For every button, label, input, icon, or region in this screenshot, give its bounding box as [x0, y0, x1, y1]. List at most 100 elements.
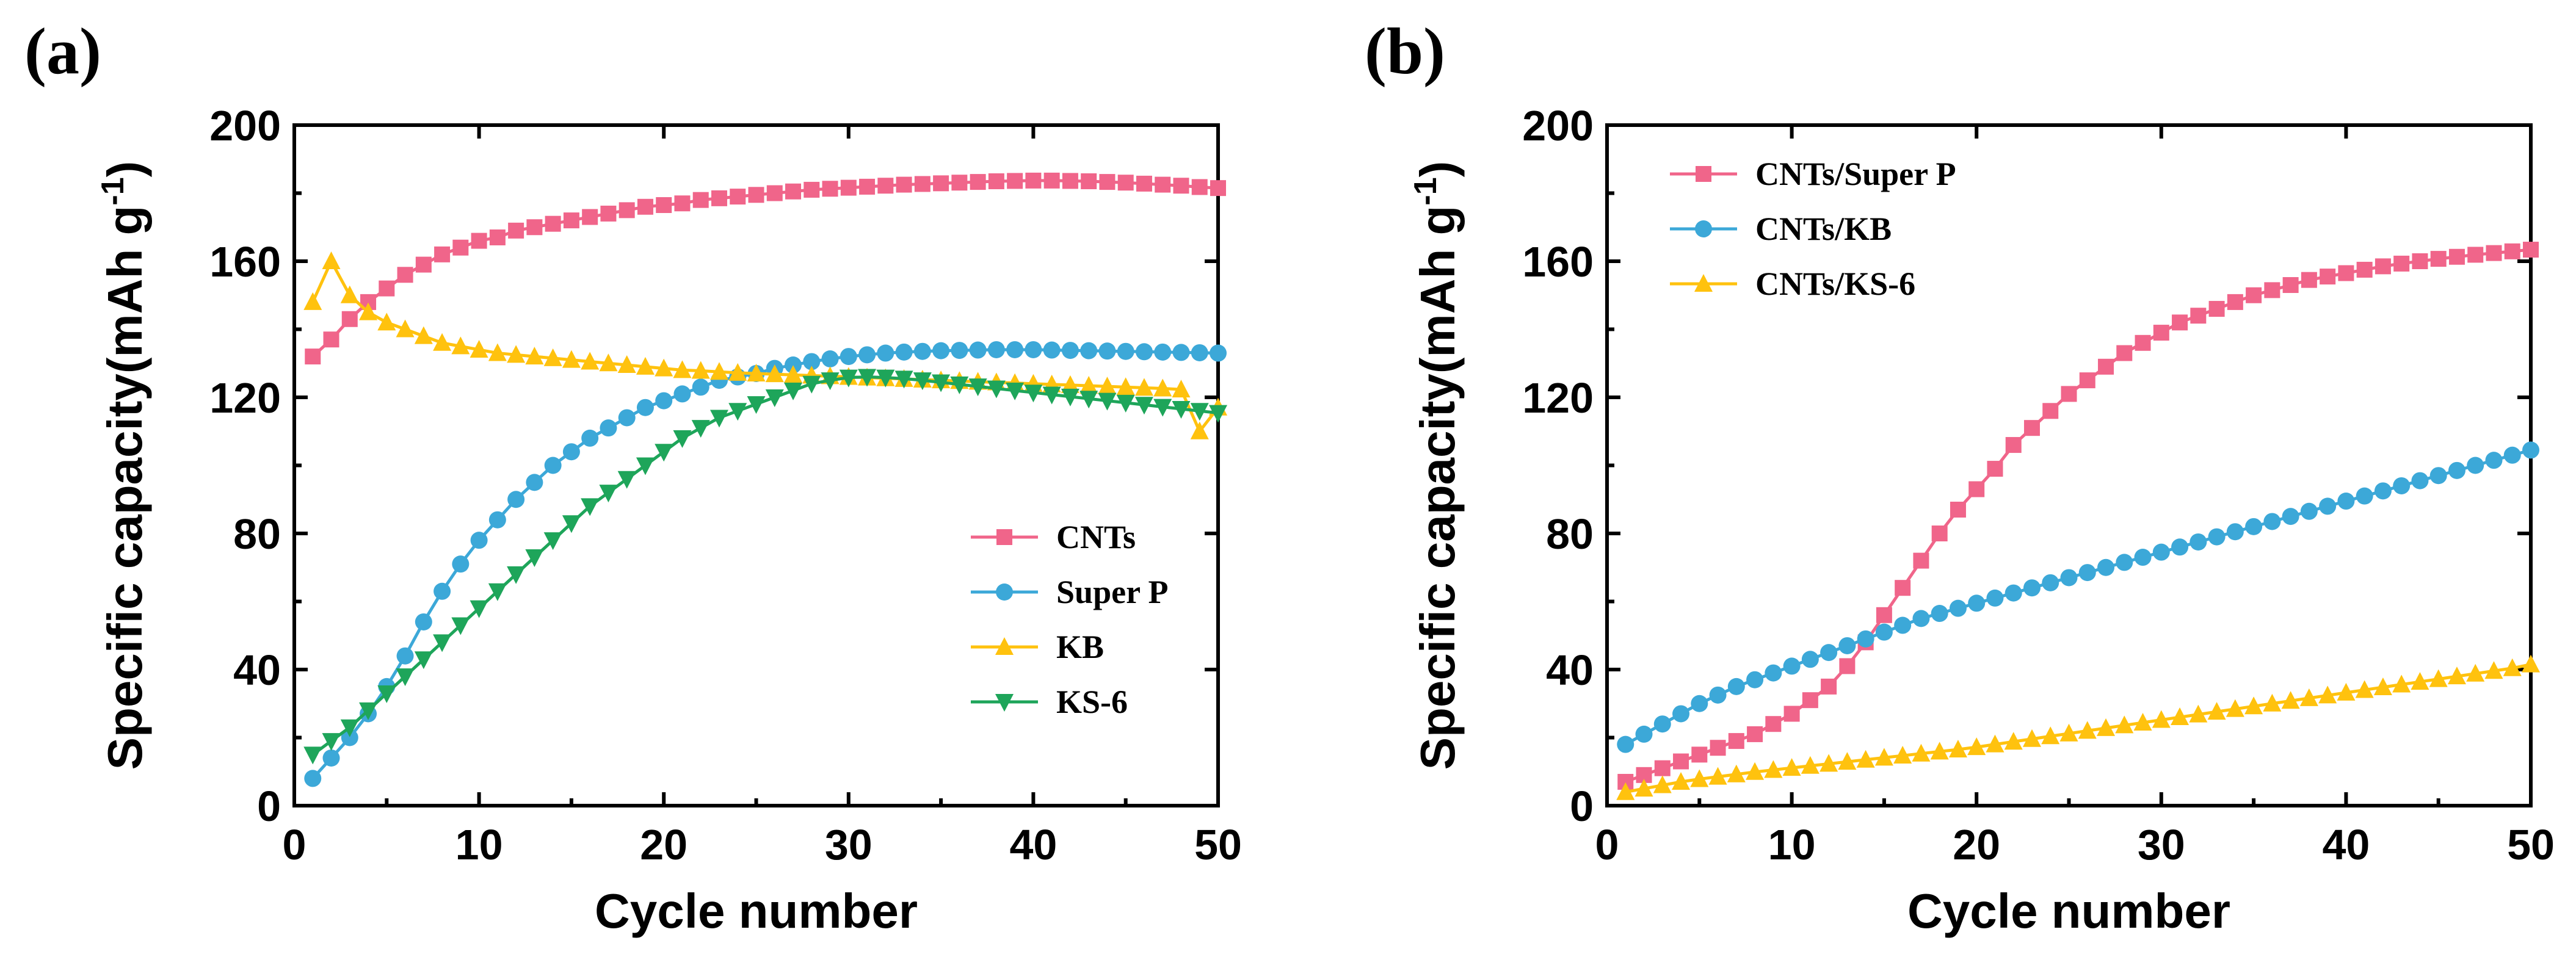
data-point — [2116, 345, 2133, 361]
data-point — [1912, 610, 1930, 627]
data-point — [470, 532, 488, 549]
y-axis-title-a: Specific capacity(mAh g-1) — [95, 161, 152, 770]
data-point — [415, 256, 432, 273]
data-point — [1746, 671, 1764, 688]
data-point — [1099, 174, 1116, 190]
data-point — [2467, 457, 2484, 474]
data-point — [673, 385, 691, 403]
data-point — [2061, 386, 2077, 402]
data-point — [1949, 599, 1967, 617]
y-tick-label: 80 — [233, 510, 281, 558]
data-point — [1930, 742, 1949, 760]
data-point — [2318, 685, 2337, 704]
data-point — [470, 600, 488, 618]
data-point — [821, 350, 839, 368]
data-point — [1895, 580, 1911, 596]
data-point — [434, 246, 451, 262]
data-point — [1801, 651, 1819, 668]
data-point — [305, 349, 321, 365]
data-point — [581, 429, 599, 447]
data-point — [600, 419, 617, 437]
x-tick-label: 40 — [1009, 821, 1057, 869]
data-point — [1007, 173, 1023, 189]
data-point — [562, 515, 581, 533]
data-point — [1617, 735, 1634, 753]
data-point — [2133, 712, 2152, 731]
data-point — [304, 770, 322, 787]
data-point — [2042, 574, 2059, 591]
data-point — [1154, 343, 1172, 361]
data-point — [600, 205, 617, 222]
data-point — [507, 491, 525, 508]
data-point — [1043, 172, 1060, 189]
data-point — [2005, 437, 2022, 453]
x-tick-label: 0 — [283, 821, 307, 869]
data-point — [785, 183, 802, 200]
data-point — [877, 344, 894, 362]
x-tick-label: 40 — [2322, 821, 2370, 869]
data-point — [673, 430, 692, 448]
y-tick-label: 200 — [1522, 102, 1594, 150]
data-point — [562, 350, 581, 368]
data-point — [656, 197, 672, 214]
x-ticks-a: 0 10 20 30 40 50 — [283, 125, 1242, 869]
x-ticks-b: 0 10 20 30 40 50 — [1595, 125, 2555, 869]
data-point — [1820, 754, 1838, 772]
data-point — [377, 312, 396, 331]
data-point — [1116, 377, 1135, 396]
data-point — [895, 343, 913, 361]
legend-label: Super P — [1056, 574, 1169, 610]
data-point — [2023, 420, 2040, 436]
data-point — [1690, 769, 1709, 787]
data-point — [617, 471, 636, 489]
data-point — [896, 176, 912, 193]
data-point — [2060, 569, 2078, 587]
data-point — [2282, 508, 2299, 526]
data-point — [489, 229, 506, 245]
data-point — [858, 346, 876, 364]
data-point — [2208, 301, 2225, 317]
data-point — [1673, 753, 1689, 770]
data-point — [2356, 487, 2373, 505]
data-point — [1653, 775, 1672, 793]
data-point — [340, 719, 359, 737]
data-point — [840, 348, 857, 366]
series-group-a — [303, 172, 1227, 787]
data-point — [2356, 261, 2373, 278]
data-point — [1708, 767, 1727, 785]
data-point — [1801, 756, 1820, 774]
data-point — [2484, 661, 2503, 679]
data-point — [2226, 523, 2244, 541]
data-point — [840, 179, 857, 196]
x-tick-label: 0 — [1595, 821, 1619, 869]
data-point — [2485, 452, 2503, 469]
legend-marker — [996, 529, 1012, 545]
data-point — [933, 175, 949, 192]
data-point — [1821, 678, 1837, 695]
data-point — [932, 342, 950, 359]
panel-label-b: (b) — [1365, 15, 1445, 88]
data-point — [2171, 707, 2190, 726]
legend-item: Super P — [971, 574, 1169, 610]
data-point — [377, 685, 396, 704]
data-point — [1210, 180, 1226, 197]
data-point — [2337, 682, 2356, 701]
data-point — [1025, 341, 1042, 358]
data-point — [2264, 282, 2280, 298]
data-point — [969, 341, 987, 359]
data-point — [1968, 481, 1985, 497]
data-point — [470, 339, 488, 358]
data-point — [636, 457, 655, 475]
data-point — [988, 173, 1004, 189]
data-point — [1709, 686, 1727, 704]
data-point — [2022, 729, 2041, 747]
data-point — [341, 311, 358, 327]
data-point — [397, 267, 413, 283]
data-point — [508, 222, 524, 239]
data-point — [2429, 669, 2448, 687]
data-point — [341, 729, 358, 746]
data-point — [562, 443, 580, 461]
data-point — [1691, 695, 1708, 712]
data-point — [1006, 341, 1024, 358]
data-point — [2522, 654, 2540, 673]
